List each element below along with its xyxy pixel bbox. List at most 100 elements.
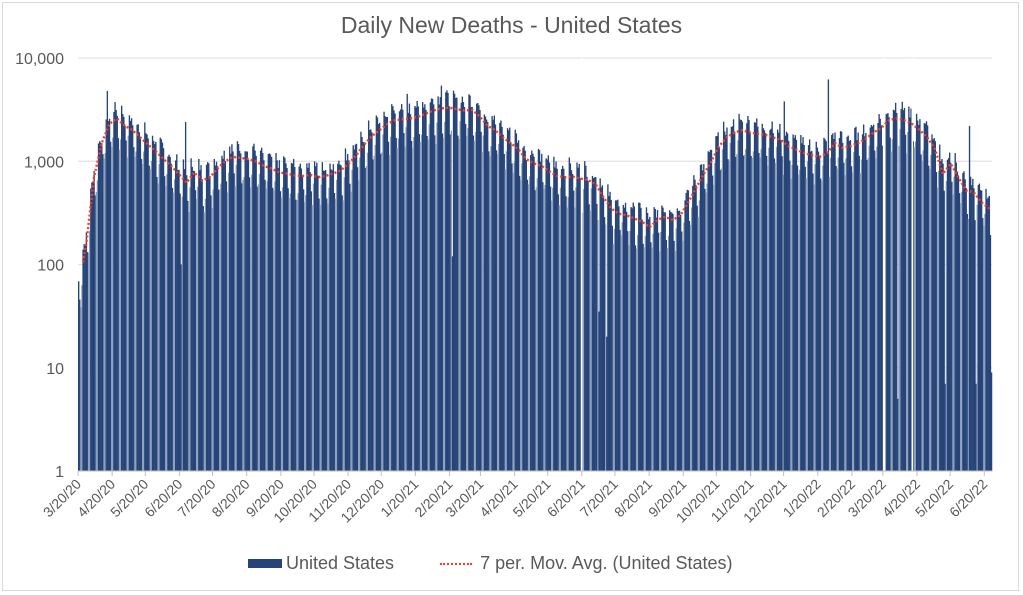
bar <box>711 175 714 471</box>
bar <box>152 140 155 471</box>
bar <box>277 167 279 471</box>
bar <box>156 176 158 471</box>
bar <box>715 136 717 472</box>
bar <box>838 138 841 471</box>
bar <box>171 187 174 471</box>
bar <box>525 160 527 471</box>
bar <box>219 189 221 471</box>
bar <box>491 116 493 471</box>
bar <box>738 113 740 471</box>
bar <box>182 159 185 471</box>
bar <box>404 146 406 471</box>
bar <box>912 141 914 471</box>
bar <box>747 115 749 471</box>
bar <box>870 125 873 471</box>
bar <box>825 141 827 471</box>
bar <box>487 121 489 472</box>
bar <box>795 139 798 471</box>
bar <box>963 171 965 472</box>
bar <box>359 157 361 472</box>
bar <box>687 190 690 471</box>
bar <box>767 165 769 471</box>
bar <box>576 162 578 472</box>
bar <box>365 166 368 471</box>
bar <box>843 162 845 471</box>
bar <box>269 154 272 471</box>
bar <box>326 198 328 471</box>
bar <box>329 163 331 472</box>
bar <box>146 134 148 471</box>
bar <box>224 160 226 472</box>
bar <box>301 176 304 471</box>
bar <box>628 245 630 471</box>
bar <box>575 187 577 471</box>
bar <box>821 180 823 472</box>
bar <box>274 181 276 471</box>
bar <box>158 164 160 472</box>
bar <box>721 149 724 471</box>
bar <box>716 136 718 471</box>
bar <box>600 187 602 471</box>
bar <box>847 135 849 472</box>
bar <box>460 102 462 471</box>
bar <box>229 146 231 471</box>
bar <box>107 121 110 472</box>
bar <box>331 170 333 472</box>
bar <box>466 135 468 471</box>
bar <box>931 134 933 471</box>
bar <box>564 176 566 471</box>
bar <box>618 206 620 471</box>
bar <box>307 167 309 471</box>
bar <box>313 161 316 471</box>
legend-item-moving-average: 7 per. Mov. Avg. (United States) <box>440 553 733 574</box>
bar <box>596 203 598 471</box>
bar <box>601 185 604 471</box>
bar <box>753 122 756 471</box>
bar <box>172 192 175 471</box>
bar <box>684 200 686 471</box>
bar <box>125 140 127 471</box>
bar <box>258 174 261 472</box>
bar <box>261 147 263 471</box>
bar <box>585 165 587 471</box>
bar <box>860 159 863 471</box>
bar <box>967 218 970 471</box>
bar <box>987 197 989 471</box>
bar <box>942 163 944 471</box>
bar <box>179 193 181 472</box>
bar <box>112 137 114 471</box>
moving-average-line <box>81 106 992 263</box>
y-tick-label: 100 <box>37 258 64 275</box>
bar <box>958 193 961 471</box>
bar <box>699 164 702 471</box>
bar <box>417 106 419 472</box>
bar <box>128 115 131 471</box>
bar <box>402 109 404 471</box>
bar <box>796 165 799 471</box>
bar <box>826 152 828 471</box>
bar <box>866 160 868 471</box>
bar <box>739 119 741 471</box>
bar <box>656 209 659 472</box>
bar <box>960 203 962 472</box>
bar <box>214 165 217 472</box>
bar <box>521 163 523 471</box>
bar <box>155 141 157 471</box>
bar <box>562 165 564 471</box>
bar <box>947 158 950 471</box>
bar <box>244 151 246 471</box>
bar <box>254 150 256 472</box>
bar <box>650 242 652 471</box>
bar <box>401 104 403 472</box>
bar <box>692 185 694 471</box>
bar <box>856 140 858 471</box>
bar <box>671 212 673 471</box>
bar <box>670 211 672 472</box>
bar <box>318 198 320 471</box>
bar <box>779 123 781 471</box>
bar <box>831 135 833 471</box>
bar <box>682 240 684 471</box>
bar <box>929 168 931 471</box>
bar <box>275 153 277 471</box>
bar <box>338 160 340 471</box>
